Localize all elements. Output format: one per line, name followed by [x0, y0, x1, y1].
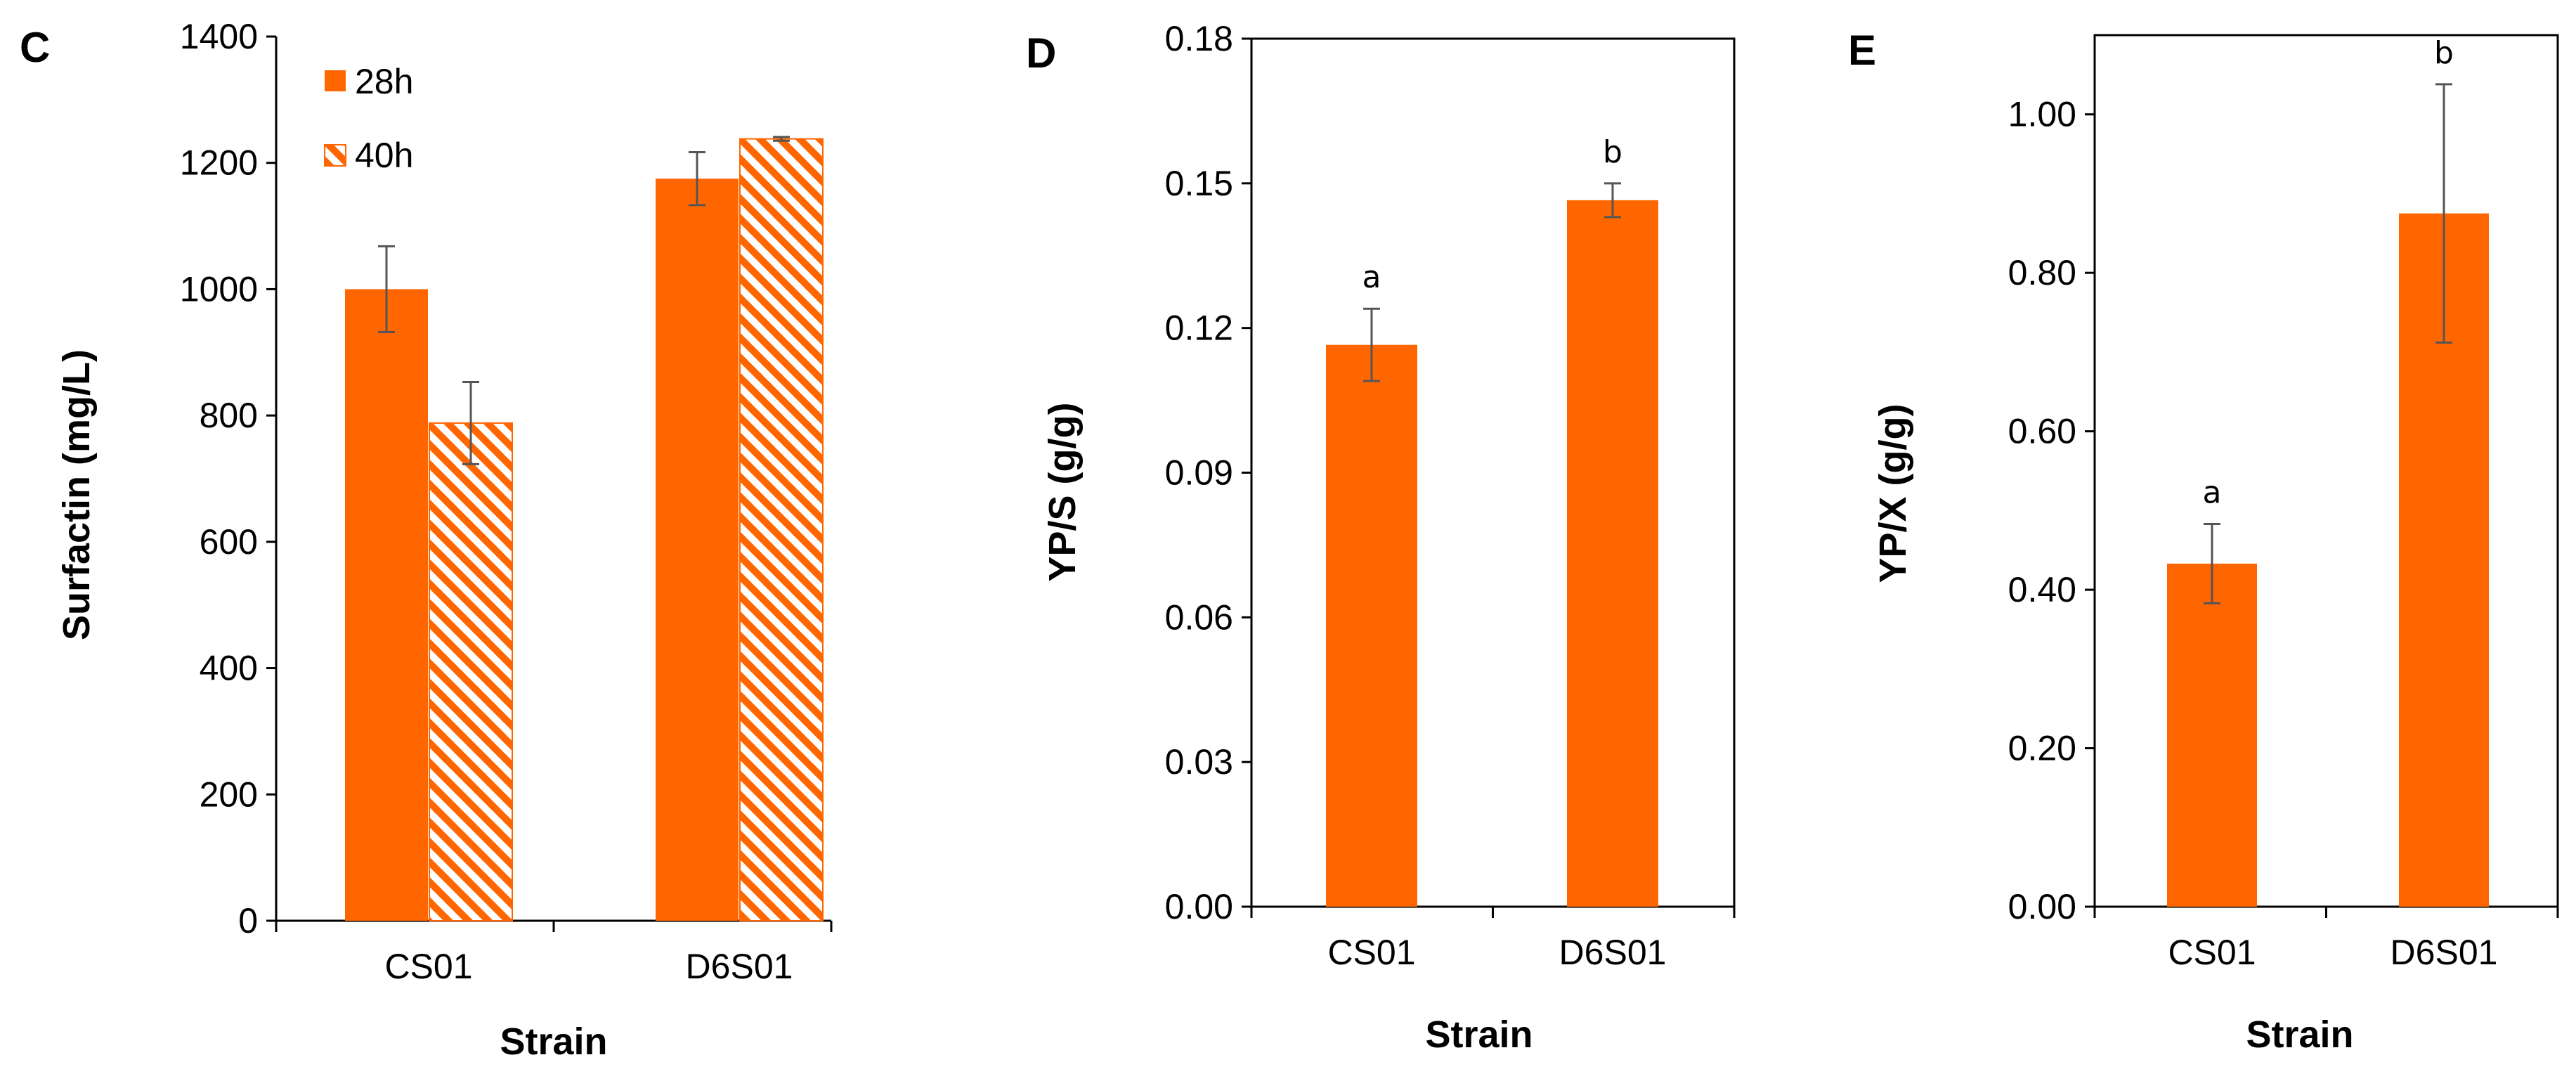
y-tick-label: 0.80	[2008, 253, 2076, 292]
significance-label: b	[1603, 134, 1622, 170]
y-tick-label: 1.00	[2008, 95, 2076, 134]
x-tick-label: D6S01	[1559, 933, 1667, 972]
bar-28h-CS01	[345, 289, 428, 921]
y-tick-label: 600	[200, 522, 258, 562]
y-tick-label: 0.40	[2008, 570, 2076, 609]
marks-c	[266, 35, 833, 932]
y-tick-label: 200	[200, 775, 258, 814]
y-tick-label: 0.60	[2008, 412, 2076, 451]
panel-e: E YP/X (g/g) Strain 0.00 0.20 0.40 0.60 …	[1848, 27, 2559, 1056]
y-tick-label: 800	[200, 396, 258, 435]
y-ticks-d: 0.00 0.03 0.06 0.09 0.12 0.15 0.18	[1165, 19, 1233, 926]
significance-label: a	[1362, 259, 1381, 295]
y-tick-label: 0.20	[2008, 729, 2076, 768]
x-tick-label: CS01	[384, 947, 472, 986]
y-axis-title-d: YP/S (g/g)	[1041, 403, 1084, 582]
significance-labels-d: a b	[1362, 134, 1622, 295]
x-tick-label: D6S01	[686, 947, 793, 986]
y-tick-label: 0.18	[1165, 19, 1233, 58]
bar-value-D6S01	[1567, 200, 1658, 907]
y-tick-label: 0.03	[1165, 742, 1233, 782]
marks-d	[1242, 37, 1736, 918]
y-tick-label: 400	[200, 649, 258, 688]
x-ticks-e: CS01 D6S01	[2168, 933, 2497, 972]
significance-label: b	[2434, 35, 2454, 71]
y-tick-label: 1000	[180, 269, 258, 309]
x-ticks-c: CS01 D6S01	[384, 947, 793, 986]
bar-28h-D6S01	[656, 179, 739, 921]
legend-label-28h: 28h	[355, 62, 413, 101]
x-axis-title-d: Strain	[1425, 1014, 1533, 1056]
y-ticks-c: 0 200 400 600 800 1000 1200 1400	[180, 17, 258, 940]
plot-frame	[1250, 37, 1736, 908]
legend-label-40h: 40h	[355, 136, 413, 175]
bar-value-CS01	[2167, 563, 2257, 907]
y-tick-label: 0	[238, 901, 258, 940]
bar-value-CS01	[1326, 344, 1417, 907]
legend-swatch-40h	[324, 144, 346, 167]
x-tick-label: D6S01	[2390, 933, 2498, 972]
y-ticks-e: 0.00 0.20 0.40 0.60 0.80 1.00	[2008, 95, 2076, 926]
y-tick-label: 1200	[180, 143, 258, 183]
x-ticks-d: CS01 D6S01	[1327, 933, 1666, 972]
y-tick-label: 0.12	[1165, 309, 1233, 348]
panel-letter-c: C	[20, 24, 50, 71]
x-axis-title-c: Strain	[500, 1021, 607, 1063]
y-axis-title-e: YP/X (g/g)	[1872, 404, 1914, 583]
y-tick-label: 1400	[180, 17, 258, 56]
significance-label: a	[2203, 475, 2222, 511]
y-tick-label: 0.06	[1165, 597, 1233, 637]
panel-d: D YP/S (g/g) Strain 0.00 0.03 0.06 0.09 …	[1026, 19, 1736, 1056]
y-tick-label: 0.00	[2008, 887, 2076, 926]
bar-40h-CS01	[429, 422, 513, 921]
bar-40h-D6S01	[739, 138, 824, 921]
y-tick-label: 0.00	[1165, 887, 1233, 926]
x-tick-label: CS01	[2168, 933, 2256, 972]
y-axis-title-c: Surfactin (mg/L)	[56, 349, 98, 640]
y-tick-label: 0.09	[1165, 453, 1233, 493]
significance-labels-e: a b	[2203, 35, 2454, 511]
marks-e	[2085, 34, 2559, 918]
x-axis-title-e: Strain	[2246, 1014, 2353, 1056]
legend-swatch-28h	[325, 70, 346, 91]
panel-letter-d: D	[1026, 30, 1056, 77]
x-tick-label: CS01	[1327, 933, 1415, 972]
y-tick-label: 0.15	[1165, 164, 1233, 203]
panel-letter-e: E	[1848, 27, 1876, 74]
legend-c: 28h 40h	[324, 62, 413, 175]
panel-c: C Surfactin (mg/L) Strain 0 200 400 600 …	[20, 17, 833, 1063]
